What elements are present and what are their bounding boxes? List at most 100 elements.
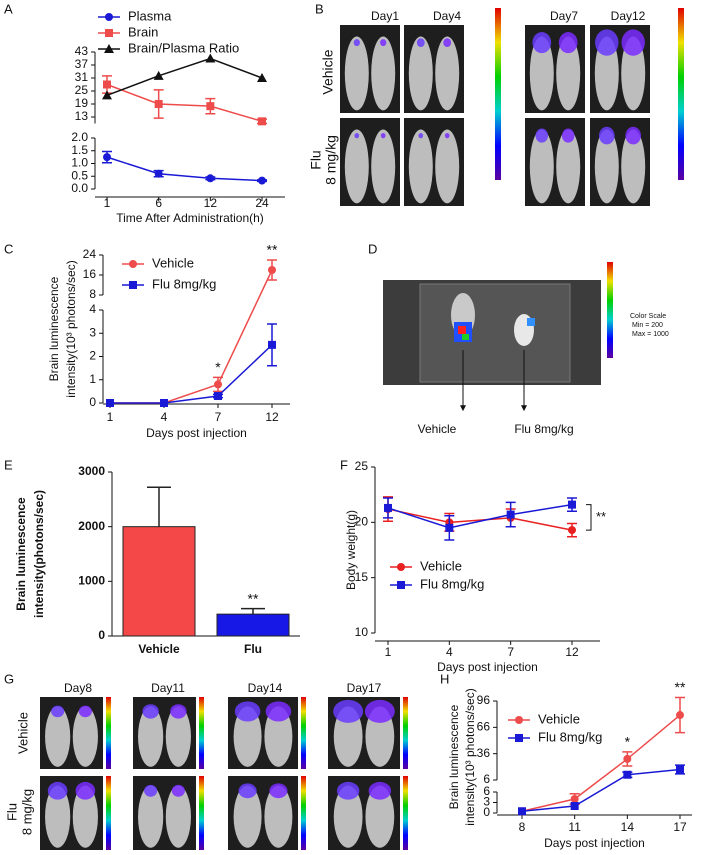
- color-bar: [106, 776, 111, 850]
- y-tick-label: 36: [477, 746, 491, 760]
- legend-label: Vehicle: [420, 558, 462, 573]
- marker: [103, 80, 111, 89]
- mouse: [371, 129, 396, 204]
- y-tick-label: 16: [83, 267, 97, 281]
- x-tick-label: 14: [621, 820, 635, 834]
- panel-label: B: [315, 1, 324, 16]
- row-label: 8 mg/kg: [323, 135, 339, 185]
- marker: [206, 102, 215, 111]
- y-axis-label: Brain luminescence: [447, 704, 461, 809]
- y-tick-label: 1.5: [71, 143, 88, 157]
- signal: [333, 699, 364, 723]
- mouse: [72, 706, 98, 767]
- signal: [380, 39, 387, 47]
- y-tick-label: 20: [355, 515, 369, 529]
- panel-label: G: [4, 671, 14, 686]
- group-label: Vehicle: [418, 422, 457, 436]
- series-line: [521, 768, 681, 812]
- marker: [568, 526, 576, 535]
- color-bar: [403, 697, 408, 769]
- y-tick-label: 1.0: [71, 156, 88, 170]
- marker: [129, 281, 137, 289]
- scale-text: Max = 1000: [632, 331, 669, 338]
- x-axis-label: Time After Administration(h): [116, 211, 264, 225]
- signal: [144, 784, 158, 797]
- error-bar: [241, 607, 265, 615]
- mouse: [435, 36, 460, 111]
- day-label: Day7: [550, 9, 578, 23]
- marker: [268, 266, 276, 274]
- mouse: [529, 36, 554, 111]
- mouse: [264, 706, 293, 767]
- marker: [623, 770, 632, 779]
- signal: [368, 781, 392, 800]
- signal: [418, 132, 424, 139]
- color-bar: [301, 776, 306, 850]
- marker: [102, 90, 112, 100]
- marker: [445, 523, 454, 532]
- y-tick-label: 10: [355, 625, 369, 639]
- y-tick-label: 0.0: [71, 181, 88, 195]
- marker: [397, 581, 405, 589]
- x-tick-label: 4: [161, 410, 168, 424]
- x-tick-label: 12: [565, 645, 579, 659]
- x-tick-label: 6: [155, 196, 162, 210]
- mouse: [408, 129, 433, 204]
- marker: [258, 117, 266, 126]
- signal: [558, 32, 578, 54]
- annotation: **: [267, 242, 278, 258]
- y-tick-label: 37: [75, 57, 89, 71]
- marker: [568, 500, 576, 509]
- signal: [599, 126, 615, 145]
- y-tick-label: 0: [98, 628, 105, 642]
- color-bar: [607, 262, 613, 358]
- y-tick-label: 3: [483, 795, 490, 809]
- legend-label: Flu 8mg/kg: [420, 576, 484, 591]
- row-label: Flu: [308, 150, 324, 169]
- row-label: Vehicle: [15, 712, 30, 754]
- signal: [535, 128, 549, 143]
- y-tick-label: 2000: [78, 519, 105, 533]
- y-tick-label: 6: [483, 784, 490, 798]
- x-tick-label: Flu: [244, 642, 262, 656]
- x-tick-label: 8: [519, 820, 526, 834]
- signal: [353, 39, 360, 47]
- signal: [364, 699, 395, 723]
- signal: [444, 132, 450, 139]
- mouse: [165, 785, 191, 848]
- annotation: **: [596, 509, 606, 524]
- mouse: [233, 706, 262, 767]
- annotation: *: [215, 359, 221, 375]
- signal: [234, 701, 261, 722]
- marker: [623, 754, 632, 763]
- legend-label: Vehicle: [538, 711, 580, 726]
- marker: [160, 399, 168, 407]
- marker: [104, 44, 114, 53]
- marker: [570, 795, 579, 803]
- mouse: [138, 706, 164, 767]
- mouse: [138, 785, 164, 848]
- y-tick-label: 0.5: [71, 168, 88, 182]
- mouse: [344, 36, 369, 111]
- day-label: Day14: [248, 681, 283, 695]
- group-label: Flu 8mg/kg: [514, 422, 573, 436]
- series-line: [106, 57, 263, 97]
- y-axis-label: Body weight(g): [344, 510, 358, 590]
- color-bar: [301, 697, 306, 769]
- signal: [380, 132, 386, 139]
- day-label: Day12: [611, 9, 646, 23]
- signal: [625, 126, 641, 145]
- marker: [206, 174, 215, 183]
- marker: [268, 340, 276, 349]
- mouse: [621, 129, 646, 204]
- mouse: [165, 706, 191, 767]
- row-label: Vehicle: [320, 49, 336, 94]
- y-tick-label: 96: [477, 693, 491, 707]
- marker: [676, 711, 684, 720]
- day-label: Day4: [433, 9, 461, 23]
- marker: [397, 563, 405, 571]
- dish: [419, 283, 571, 383]
- mouse: [529, 129, 554, 204]
- y-tick-label: 0: [89, 395, 96, 409]
